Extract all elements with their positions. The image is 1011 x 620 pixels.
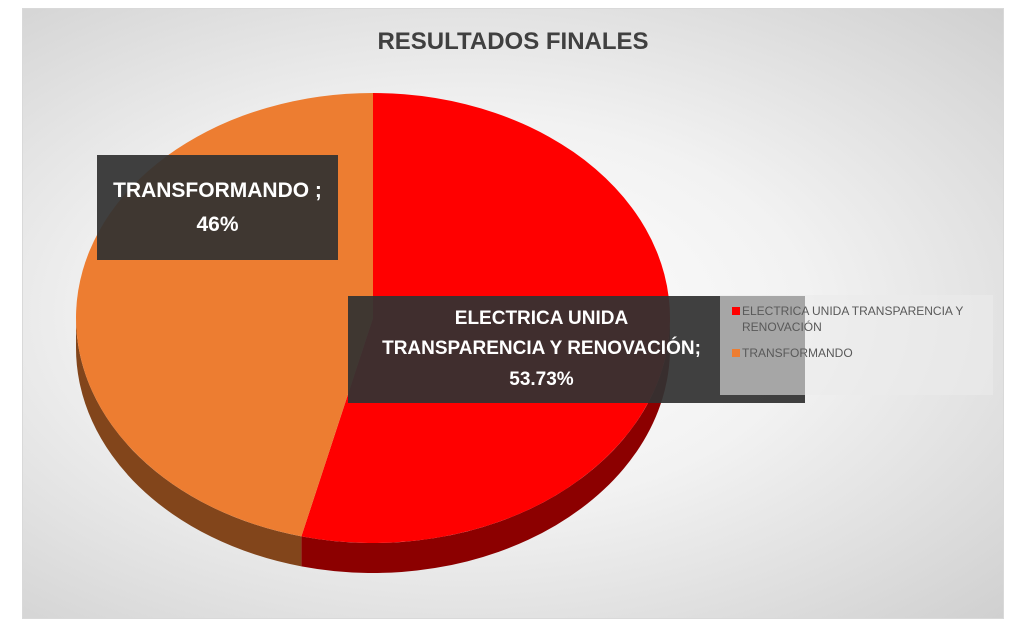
slice-side — [301, 318, 670, 573]
legend-item: ELECTRICA UNIDA TRANSPARENCIA Y RENOVACI… — [732, 303, 987, 335]
legend: ELECTRICA UNIDA TRANSPARENCIA Y RENOVACI… — [720, 295, 993, 395]
legend-label: ELECTRICA UNIDA TRANSPARENCIA Y RENOVACI… — [742, 304, 964, 334]
data-label: TRANSFORMANDO ; 46% — [97, 155, 338, 260]
legend-label: TRANSFORMANDO — [742, 346, 853, 360]
legend-item: TRANSFORMANDO — [732, 345, 987, 361]
chart-title: RESULTADOS FINALES — [377, 28, 649, 55]
legend-key — [732, 349, 740, 357]
slice-side — [76, 318, 302, 567]
legend-key — [732, 307, 740, 315]
